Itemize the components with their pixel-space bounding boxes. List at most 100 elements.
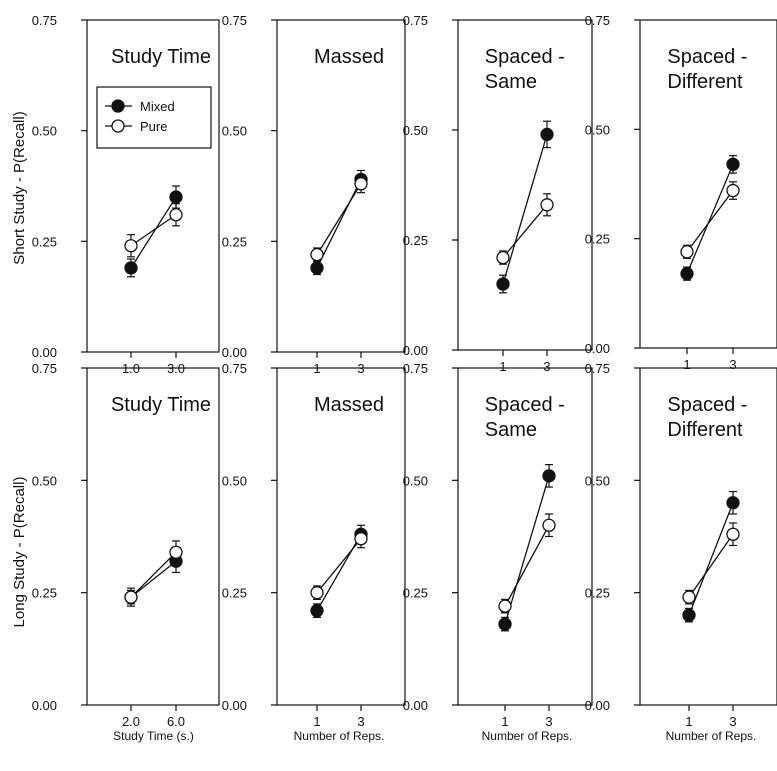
- data-point-pure: [542, 518, 556, 532]
- data-point-mixed: [310, 261, 324, 275]
- y-tick-label: 0.75: [222, 361, 247, 376]
- y-tick-label: 0.00: [585, 341, 610, 356]
- x-tick-label: 6.0: [167, 714, 185, 729]
- x-tick-label: 2.0: [122, 714, 140, 729]
- panel-frame: [457, 19, 593, 351]
- data-point-mixed: [542, 469, 556, 483]
- x-tick-label: 3: [545, 714, 552, 729]
- y-tick-label: 0.75: [222, 13, 247, 28]
- series-line-pure: [686, 190, 734, 253]
- data-point-pure: [354, 177, 368, 191]
- series-line-pure: [688, 533, 734, 598]
- panel-title: Massed: [314, 394, 384, 416]
- y-tick-label: 0.00: [585, 698, 610, 713]
- data-point-mixed: [726, 157, 740, 171]
- x-tick-label: 3: [729, 357, 736, 372]
- series-line-mixed: [130, 196, 177, 269]
- data-point-pure: [540, 198, 554, 212]
- data-point-mixed: [498, 617, 512, 631]
- panel-title: Spaced -: [667, 394, 747, 416]
- data-point-pure: [726, 183, 740, 198]
- legend-marker-mixed: [111, 99, 125, 113]
- y-tick-label: 0.75: [585, 13, 610, 28]
- series-line-pure: [316, 538, 362, 594]
- panel-4: 0.00 0.25 0.50 0.75 1 3 Spaced - Different: [585, 13, 777, 372]
- x-tick-label: 1: [313, 714, 320, 729]
- y-tick-label: 0.75: [32, 361, 57, 376]
- series-line-pure: [502, 204, 548, 259]
- data-point-pure: [354, 532, 368, 546]
- legend-marker-pure: [111, 119, 125, 133]
- data-point-pure: [726, 527, 740, 541]
- x-tick-label: 1: [499, 359, 506, 374]
- x-tick-label: 3: [543, 359, 550, 374]
- series-line-mixed: [686, 164, 734, 274]
- legend-label-mixed: Mixed: [140, 99, 175, 114]
- y-axis-label-long: Long Study - P(Recall): [11, 477, 28, 628]
- y-tick-label: 0.00: [222, 345, 247, 360]
- series-line-mixed: [502, 134, 548, 285]
- panel-frame: [276, 19, 406, 353]
- panel-frame: [86, 367, 220, 706]
- panel-title: Same: [485, 71, 537, 93]
- data-point-mixed: [496, 277, 510, 291]
- x-axis-label: Study Time (s.): [113, 729, 194, 743]
- y-tick-label: 0.50: [222, 473, 247, 488]
- panel-frame: [639, 367, 777, 706]
- panel-title: Study Time: [111, 46, 211, 68]
- panel-title: Spaced -: [485, 46, 565, 68]
- y-tick-label: 0.25: [403, 233, 428, 248]
- data-point-pure: [124, 590, 138, 604]
- x-axis-label: Number of Reps.: [294, 729, 385, 743]
- panel-title: Same: [485, 419, 537, 441]
- data-point-pure: [310, 247, 324, 262]
- data-point-mixed: [726, 496, 740, 510]
- y-axis-label-short: Short Study - P(Recall): [11, 111, 28, 264]
- data-point-pure: [124, 239, 138, 253]
- data-point-pure: [310, 586, 324, 600]
- y-tick-label: 0.00: [403, 343, 428, 358]
- y-tick-label: 0.50: [222, 124, 247, 139]
- y-tick-label: 0.00: [403, 698, 428, 713]
- panel-title: Spaced -: [667, 46, 747, 68]
- data-point-mixed: [680, 267, 694, 281]
- legend-box: [96, 86, 212, 149]
- panel-frame: [86, 19, 220, 353]
- panel-title: Different: [667, 419, 743, 441]
- data-point-pure: [169, 208, 183, 222]
- series-line-mixed: [688, 502, 734, 616]
- y-tick-label: 0.50: [403, 123, 428, 138]
- row-label-short: Short Study - P(Recall): [11, 111, 28, 264]
- data-point-mixed: [682, 608, 696, 622]
- y-tick-label: 0.75: [585, 361, 610, 376]
- y-tick-label: 0.25: [585, 586, 610, 601]
- x-tick-label: 1: [683, 357, 690, 372]
- series-line-pure: [316, 183, 362, 255]
- data-point-pure: [498, 599, 512, 613]
- y-tick-label: 0.50: [585, 473, 610, 488]
- legend-label-pure: Pure: [140, 119, 167, 134]
- legend: Mixed Pure: [96, 86, 212, 149]
- data-point-pure: [496, 250, 510, 265]
- series-line-pure: [130, 551, 177, 598]
- y-tick-label: 0.25: [32, 586, 57, 601]
- series-line-pure: [504, 524, 550, 607]
- data-point-pure: [169, 545, 183, 559]
- x-tick-label: 3: [729, 714, 736, 729]
- data-point-mixed: [169, 190, 183, 204]
- data-point-mixed: [310, 603, 324, 618]
- series-line-mixed: [316, 179, 362, 269]
- y-tick-label: 0.50: [32, 473, 57, 488]
- x-tick-label: 3: [357, 714, 364, 729]
- y-tick-label: 0.75: [32, 13, 57, 28]
- series-line-mixed: [504, 475, 550, 625]
- x-axis-label: Number of Reps.: [482, 729, 573, 743]
- y-tick-label: 0.50: [585, 122, 610, 137]
